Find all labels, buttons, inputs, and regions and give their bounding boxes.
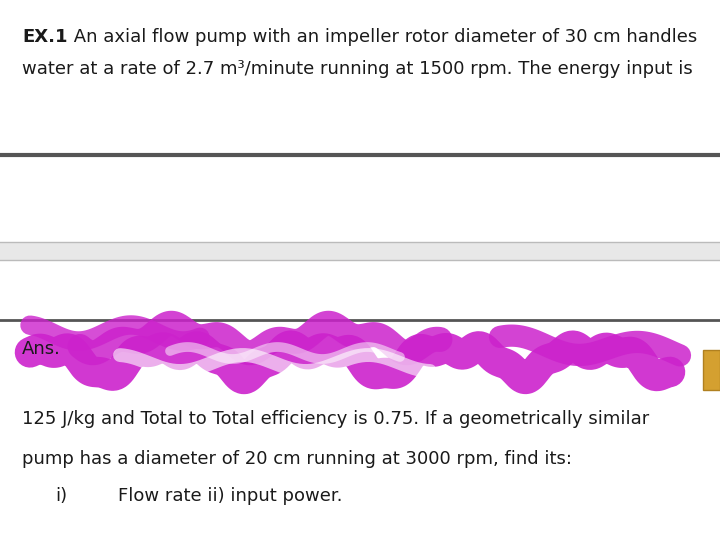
Text: An axial flow pump with an impeller rotor diameter of 30 cm handles: An axial flow pump with an impeller roto…: [68, 28, 697, 46]
Text: EX.1: EX.1: [22, 28, 68, 46]
Text: water at a rate of 2.7 m³/minute running at 1500 rpm. The energy input is: water at a rate of 2.7 m³/minute running…: [22, 60, 693, 78]
Text: pump has a diameter of 20 cm running at 3000 rpm, find its:: pump has a diameter of 20 cm running at …: [22, 450, 572, 468]
Text: Flow rate ii) input power.: Flow rate ii) input power.: [118, 487, 343, 505]
Text: 125 J/kg and Total to Total efficiency is 0.75. If a geometrically similar: 125 J/kg and Total to Total efficiency i…: [22, 410, 649, 428]
Bar: [703, 350, 720, 390]
Bar: [0, 242, 720, 260]
Text: Ans.: Ans.: [22, 340, 61, 358]
Text: i): i): [55, 487, 67, 505]
